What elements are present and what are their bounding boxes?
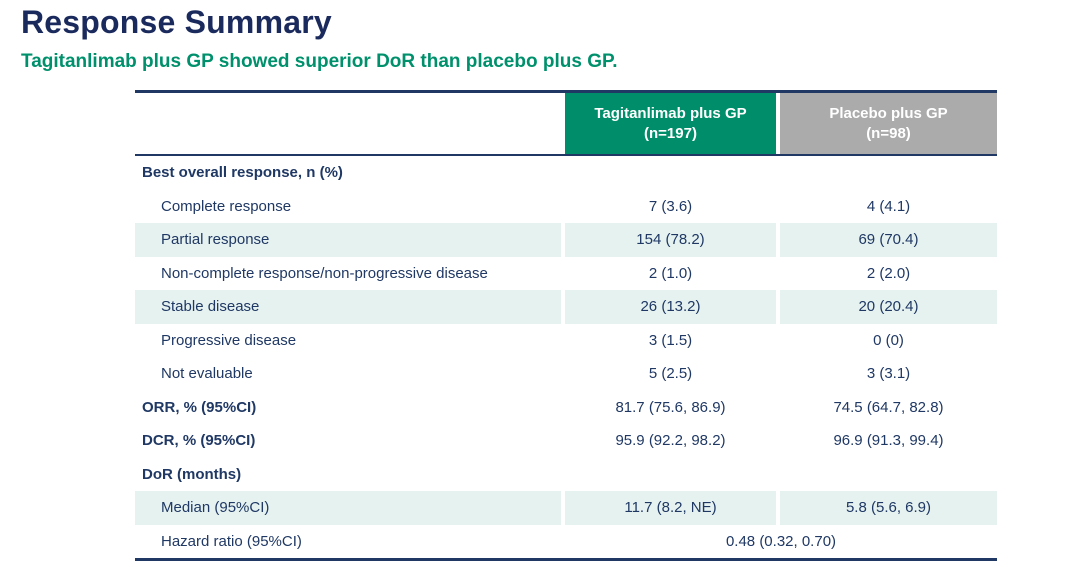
table-row-hazard-ratio: Hazard ratio (95%CI) 0.48 (0.32, 0.70) <box>135 524 997 558</box>
row-label: Complete response <box>161 197 292 215</box>
value-tagitanlimab: 81.7 (75.6, 86.9) <box>561 390 776 424</box>
row-label: Partial response <box>135 223 561 257</box>
row-label: Stable disease <box>135 290 561 324</box>
value-placebo <box>776 156 997 190</box>
table-row-progressive-disease: Progressive disease 3 (1.5) 0 (0) <box>135 323 997 357</box>
value-tagitanlimab: 154 (78.2) <box>561 223 776 257</box>
table-row-partial-response: Partial response 154 (78.2) 69 (70.4) <box>135 223 997 257</box>
row-label: DoR (months) <box>142 465 242 483</box>
column-header-tagitanlimab-n: (n=197) <box>644 124 697 142</box>
row-label: Median (95%CI) <box>135 491 561 525</box>
value-placebo: 4 (4.1) <box>776 189 997 223</box>
column-header-placebo: Placebo plus GP (n=98) <box>776 93 997 154</box>
table-row-complete-response: Complete response 7 (3.6) 4 (4.1) <box>135 189 997 223</box>
column-header-tagitanlimab: Tagitanlimab plus GP (n=197) <box>561 93 776 154</box>
value-placebo: 3 (3.1) <box>776 357 997 391</box>
response-summary-table: Tagitanlimab plus GP (n=197) Placebo plu… <box>135 90 997 561</box>
column-header-tagitanlimab-name: Tagitanlimab plus GP <box>594 105 747 122</box>
value-placebo: 69 (70.4) <box>776 223 997 257</box>
value-tagitanlimab: 3 (1.5) <box>561 323 776 357</box>
value-tagitanlimab: 2 (1.0) <box>561 256 776 290</box>
table-row-dcr: DCR, % (95%CI) 95.9 (92.2, 98.2) 96.9 (9… <box>135 424 997 458</box>
row-label: Non-complete response/non-progressive di… <box>161 264 488 282</box>
value-placebo: 5.8 (5.6, 6.9) <box>776 491 997 525</box>
row-label: Hazard ratio (95%CI) <box>161 532 302 550</box>
table-row-orr: ORR, % (95%CI) 81.7 (75.6, 86.9) 74.5 (6… <box>135 390 997 424</box>
value-placebo <box>776 457 997 491</box>
value-placebo: 20 (20.4) <box>776 290 997 324</box>
table-row-non-complete-response: Non-complete response/non-progressive di… <box>135 256 997 290</box>
header-spacer-cell <box>135 93 561 154</box>
table-row-stable-disease: Stable disease 26 (13.2) 20 (20.4) <box>135 290 997 324</box>
table-row-dor-months: DoR (months) <box>135 457 997 491</box>
row-label: DCR, % (95%CI) <box>142 432 256 450</box>
row-label: ORR, % (95%CI) <box>142 398 257 416</box>
column-header-placebo-n: (n=98) <box>866 124 911 142</box>
value-both-arms: 0.48 (0.32, 0.70) <box>561 524 997 558</box>
value-placebo: 0 (0) <box>776 323 997 357</box>
row-label: Best overall response, n (%) <box>142 164 343 182</box>
value-tagitanlimab: 5 (2.5) <box>561 357 776 391</box>
value-tagitanlimab: 7 (3.6) <box>561 189 776 223</box>
value-placebo: 96.9 (91.3, 99.4) <box>776 424 997 458</box>
table-header-row: Tagitanlimab plus GP (n=197) Placebo plu… <box>135 93 997 156</box>
row-label: Progressive disease <box>161 331 297 349</box>
value-tagitanlimab: 95.9 (92.2, 98.2) <box>561 424 776 458</box>
page-title: Response Summary <box>21 4 332 40</box>
value-tagitanlimab <box>561 156 776 190</box>
value-tagitanlimab: 26 (13.2) <box>561 290 776 324</box>
table-row-best-overall-response: Best overall response, n (%) <box>135 156 997 190</box>
table-row-median-dor: Median (95%CI) 11.7 (8.2, NE) 5.8 (5.6, … <box>135 491 997 525</box>
value-tagitanlimab: 11.7 (8.2, NE) <box>561 491 776 525</box>
column-header-placebo-name: Placebo plus GP <box>829 105 948 122</box>
table-row-not-evaluable: Not evaluable 5 (2.5) 3 (3.1) <box>135 357 997 391</box>
value-placebo: 74.5 (64.7, 82.8) <box>776 390 997 424</box>
page-subtitle: Tagitanlimab plus GP showed superior DoR… <box>21 51 618 72</box>
value-placebo: 2 (2.0) <box>776 256 997 290</box>
value-tagitanlimab <box>561 457 776 491</box>
row-label: Not evaluable <box>161 365 253 383</box>
